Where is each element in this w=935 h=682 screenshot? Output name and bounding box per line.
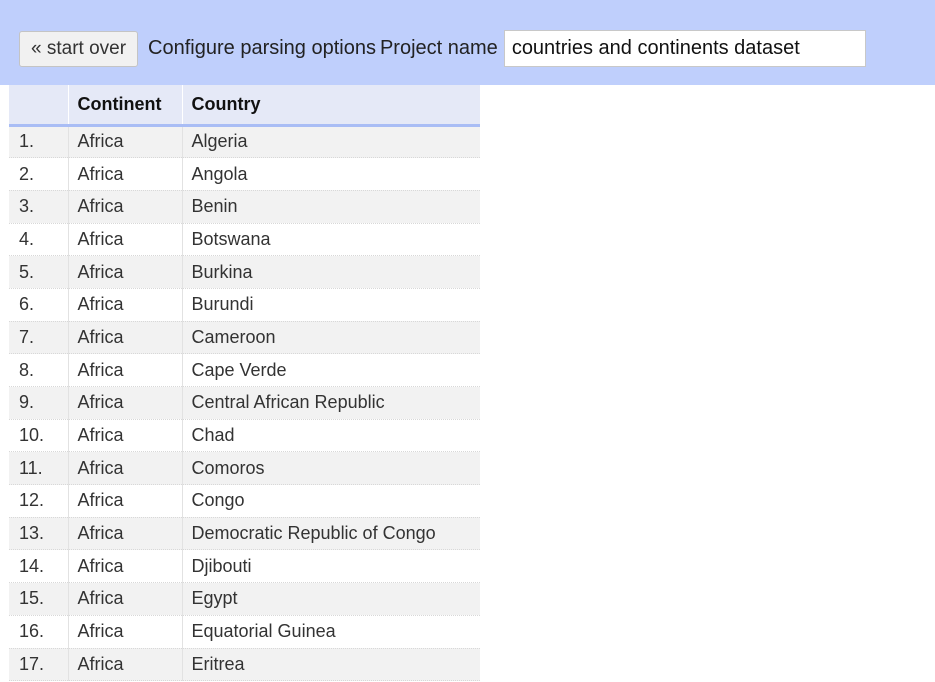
continent-cell: Africa — [67, 484, 182, 518]
parsing-toolbar: « start over Configure parsing options P… — [0, 0, 935, 85]
table-header-row: Continent Country — [9, 85, 480, 127]
data-preview-panel: Continent Country 1. Africa Algeria 2. Afric… — [9, 85, 481, 682]
country-cell: Djibouti — [181, 549, 480, 584]
country-cell: Comoros — [181, 451, 480, 486]
table-row: 11. Africa Comoros — [9, 451, 480, 486]
row-index-cell: 17. — [9, 648, 68, 682]
continent-cell: Africa — [67, 157, 182, 191]
table-row: 15. Africa Egypt — [9, 582, 480, 616]
continent-cell: Africa — [67, 353, 182, 387]
continent-cell: Africa — [67, 517, 182, 551]
row-index-cell: 7. — [9, 321, 68, 355]
continent-cell: Africa — [67, 648, 182, 682]
table-row: 14. Africa Djibouti — [9, 549, 480, 584]
row-index-cell: 8. — [9, 353, 68, 387]
row-index-cell: 6. — [9, 288, 68, 322]
row-index-cell: 16. — [9, 615, 68, 649]
country-cell: Cameroon — [181, 321, 480, 355]
country-cell: Eritrea — [181, 648, 480, 682]
continent-cell: Africa — [67, 321, 182, 355]
continent-cell: Africa — [67, 255, 182, 289]
table-row: 6. Africa Burundi — [9, 288, 480, 322]
row-index-cell: 5. — [9, 255, 68, 289]
country-cell: Equatorial Guinea — [181, 615, 480, 649]
continent-cell: Africa — [67, 549, 182, 584]
project-name-input[interactable] — [503, 30, 866, 67]
continent-cell: Africa — [67, 190, 182, 224]
continent-cell: Africa — [67, 451, 182, 486]
country-cell: Burundi — [181, 288, 480, 322]
table-row: 7. Africa Cameroon — [9, 321, 480, 355]
column-header-index — [9, 85, 68, 127]
table-row: 12. Africa Congo — [9, 484, 480, 518]
row-index-cell: 4. — [9, 223, 68, 257]
project-name-label: Project name — [379, 37, 498, 59]
continent-cell: Africa — [67, 125, 182, 159]
column-header-continent: Continent — [67, 85, 182, 127]
table-row: 5. Africa Burkina — [9, 255, 480, 289]
configure-parsing-options-label: Configure parsing options — [148, 37, 376, 59]
country-cell: Chad — [181, 419, 480, 453]
table-row: 16. Africa Equatorial Guinea — [9, 615, 480, 649]
table-row: 3. Africa Benin — [9, 190, 480, 224]
country-cell: Burkina — [181, 255, 480, 289]
column-header-country: Country — [181, 85, 480, 127]
row-index-cell: 15. — [9, 582, 68, 616]
continent-cell: Africa — [67, 615, 182, 649]
row-index-cell: 14. — [9, 549, 68, 584]
country-cell: Congo — [181, 484, 480, 518]
continent-cell: Africa — [67, 288, 182, 322]
table-row: 13. Africa Democratic Republic of Congo — [9, 517, 480, 551]
data-preview-table: Continent Country 1. Africa Algeria 2. Afric… — [9, 85, 480, 682]
continent-cell: Africa — [67, 223, 182, 257]
country-cell: Central African Republic — [181, 386, 480, 420]
country-cell: Egypt — [181, 582, 480, 616]
country-cell: Angola — [181, 157, 480, 191]
table-row: 17. Africa Eritrea — [9, 648, 480, 682]
row-index-cell: 9. — [9, 386, 68, 420]
country-cell: Benin — [181, 190, 480, 224]
row-index-cell: 3. — [9, 190, 68, 224]
table-row: 1. Africa Algeria — [9, 125, 480, 159]
continent-cell: Africa — [67, 582, 182, 616]
country-cell: Cape Verde — [181, 353, 480, 387]
row-index-cell: 11. — [9, 451, 68, 486]
table-body: 1. Africa Algeria 2. Africa Angola 3. Africa Ben… — [9, 125, 480, 682]
row-index-cell: 1. — [9, 125, 68, 159]
country-cell: Botswana — [181, 223, 480, 257]
row-index-cell: 12. — [9, 484, 68, 518]
table-row: 4. Africa Botswana — [9, 223, 480, 257]
row-index-cell: 13. — [9, 517, 68, 551]
start-over-button[interactable]: « start over — [19, 30, 139, 67]
table-row: 8. Africa Cape Verde — [9, 353, 480, 387]
table-row: 2. Africa Angola — [9, 157, 480, 191]
row-index-cell: 10. — [9, 419, 68, 453]
table-row: 10. Africa Chad — [9, 419, 480, 453]
toolbar-row: « start over Configure parsing options P… — [19, 30, 866, 67]
country-cell: Democratic Republic of Congo — [181, 517, 480, 551]
country-cell: Algeria — [181, 125, 480, 159]
row-index-cell: 2. — [9, 157, 68, 191]
continent-cell: Africa — [67, 419, 182, 453]
table-row: 9. Africa Central African Republic — [9, 386, 480, 420]
continent-cell: Africa — [67, 386, 182, 420]
